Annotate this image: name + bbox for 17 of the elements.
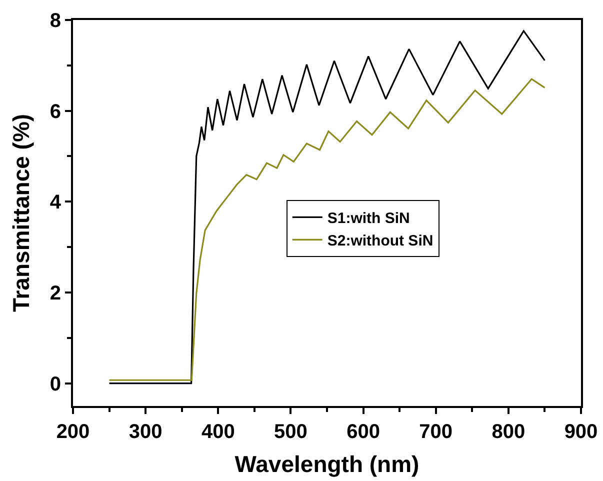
x-tick-label: 700 [419, 421, 453, 443]
y-tick-label: 4 [50, 192, 62, 214]
x-tick-label: 400 [201, 421, 235, 443]
x-tick-label: 600 [346, 421, 380, 443]
x-tick-label: 800 [492, 421, 526, 443]
x-tick-label: 200 [56, 421, 90, 443]
legend-label: S2:without SiN [327, 232, 434, 250]
y-tick-label: 0 [50, 373, 61, 396]
y-axis-title: Transmittance (%) [8, 114, 34, 312]
x-tick-label: 300 [128, 421, 162, 443]
y-tick-label: 6 [50, 100, 61, 123]
y-tick-label: 8 [50, 10, 61, 32]
legend-label: S1:with SiN [327, 210, 410, 228]
x-tick-label: 500 [274, 421, 308, 443]
y-tick-label: 2 [50, 282, 61, 304]
x-axis-title: Wavelength (nm) [234, 451, 420, 478]
x-tick-label: 900 [564, 421, 598, 443]
